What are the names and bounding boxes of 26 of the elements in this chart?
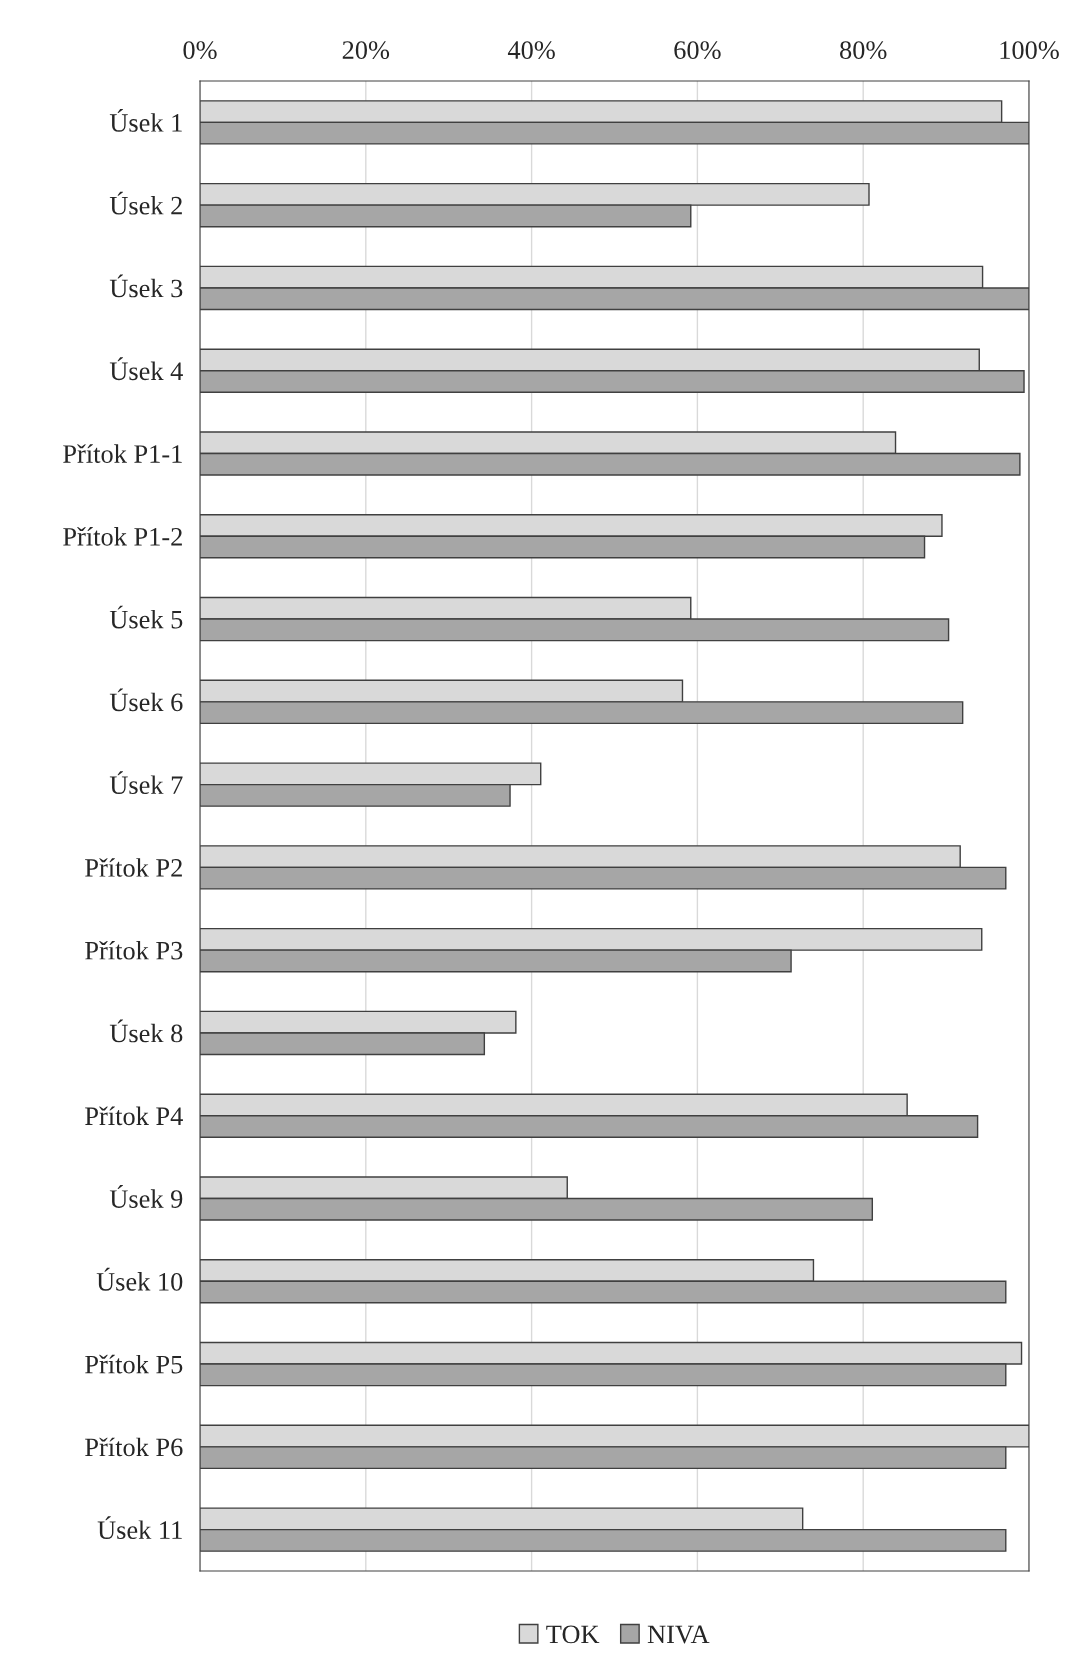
y-tick-label: Přítok P1-1 [63,444,182,463]
y-tick-label: Úsek 3 [109,274,183,298]
y-tick-label: Přítok P4 [85,1106,183,1126]
y-tick-label: Úsek 2 [109,191,182,215]
y-tick-label: Přítok P3 [85,940,183,960]
y-tick-label: Přítok P2 [85,858,182,877]
y-tick-label: Úsek 11 [97,1516,182,1540]
x-tick-label: 0% [183,41,217,60]
legend-label: TOK [546,1625,600,1644]
x-tick-label: 60% [674,41,721,60]
y-tick-label: Přítok P5 [85,1354,183,1374]
y-tick-label: Úsek 5 [109,605,183,629]
y-tick-label: Úsek 6 [109,688,183,712]
x-tick-label: 80% [840,41,887,60]
y-tick-label: Úsek 1 [109,108,182,132]
y-tick-label: Úsek 4 [109,357,183,381]
y-tick-label: Úsek 8 [109,1019,183,1043]
y-tick-label: Přítok P6 [85,1437,183,1457]
y-tick-label: Úsek 10 [96,1267,183,1291]
y-tick-label: Úsek 7 [109,771,183,795]
x-tick-label: 100% [1000,41,1059,60]
y-tick-label: Úsek 9 [109,1185,183,1208]
x-tick-label: 40% [507,41,555,60]
legend-label: NIVA [647,1625,710,1644]
y-tick-label: Přítok P1-2 [63,527,182,546]
x-tick-label: 20% [342,41,390,60]
